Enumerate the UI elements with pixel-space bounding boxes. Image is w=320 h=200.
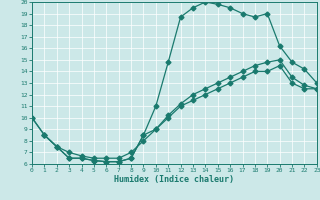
X-axis label: Humidex (Indice chaleur): Humidex (Indice chaleur) (115, 175, 234, 184)
